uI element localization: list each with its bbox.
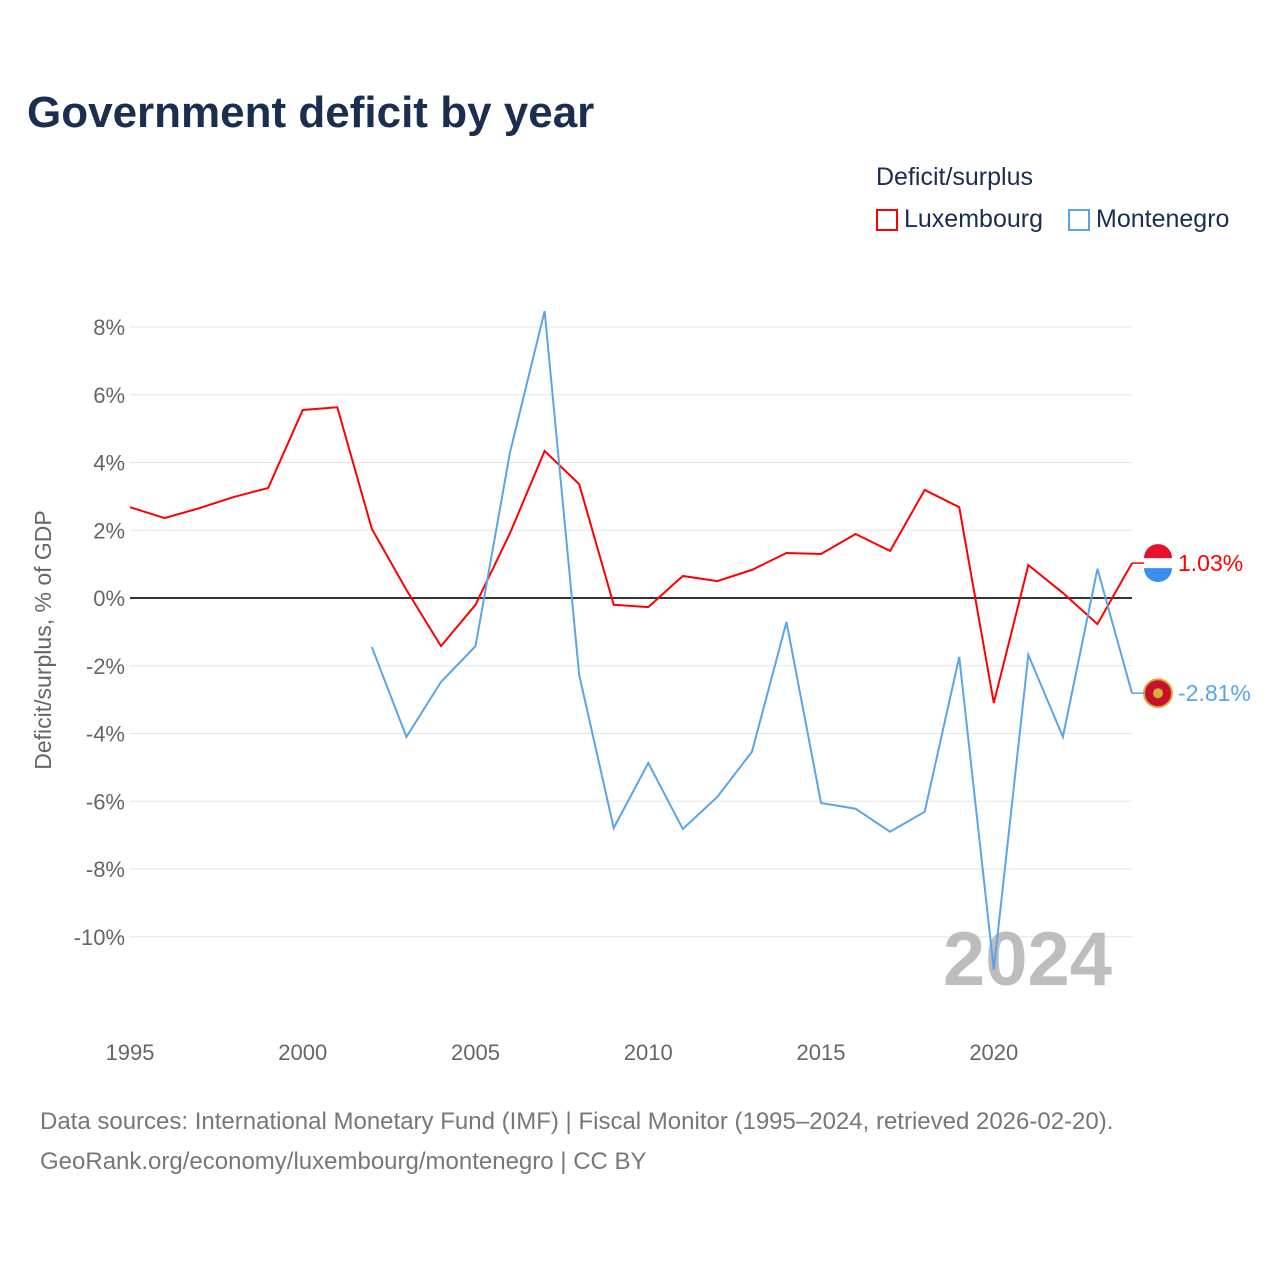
x-tick-label: 2015 (797, 1040, 846, 1065)
legend-swatch (1068, 208, 1090, 231)
legend-swatch (876, 208, 898, 231)
y-tick-label: 2% (93, 518, 125, 543)
x-tick-label: 2005 (451, 1040, 500, 1065)
series-line-montenegro (370, 310, 1133, 970)
end-value-label: -2.81% (1178, 680, 1251, 706)
x-tick-label: 2000 (278, 1040, 327, 1065)
series-line-luxembourg (129, 406, 1133, 704)
y-tick-label: -6% (86, 789, 125, 814)
source-url[interactable]: GeoRank.org/economy/luxembourg/montenegr… (40, 1148, 647, 1175)
y-tick-label: 6% (93, 383, 125, 408)
y-tick-label: 4% (93, 451, 125, 476)
x-tick-label: 2020 (969, 1040, 1018, 1065)
y-tick-label: -2% (86, 654, 125, 679)
legend-label: Montenegro (1096, 205, 1230, 233)
y-tick-label: -8% (86, 857, 125, 882)
end-value-label: 1.03% (1178, 550, 1243, 576)
x-tick-label: 2010 (624, 1040, 673, 1065)
legend-item-montenegro[interactable]: Montenegro (1068, 205, 1229, 234)
legend-label: Luxembourg (904, 205, 1043, 233)
legend-item-luxembourg[interactable]: Luxembourg (876, 205, 1043, 234)
y-tick-label: -4% (86, 722, 125, 747)
y-tick-label: 8% (93, 315, 125, 340)
chart-title: Government deficit by year (27, 88, 595, 137)
source-text: Data sources: International Monetary Fun… (40, 1108, 1114, 1135)
x-tick-label: 1995 (106, 1040, 155, 1065)
legend-title: Deficit/surplus (876, 163, 1033, 191)
y-tick-label: -10% (74, 925, 125, 950)
year-watermark: 2024 (943, 917, 1112, 1002)
y-tick-label: 0% (93, 586, 125, 611)
y-axis-label: Deficit/surplus, % of GDP (30, 510, 56, 769)
